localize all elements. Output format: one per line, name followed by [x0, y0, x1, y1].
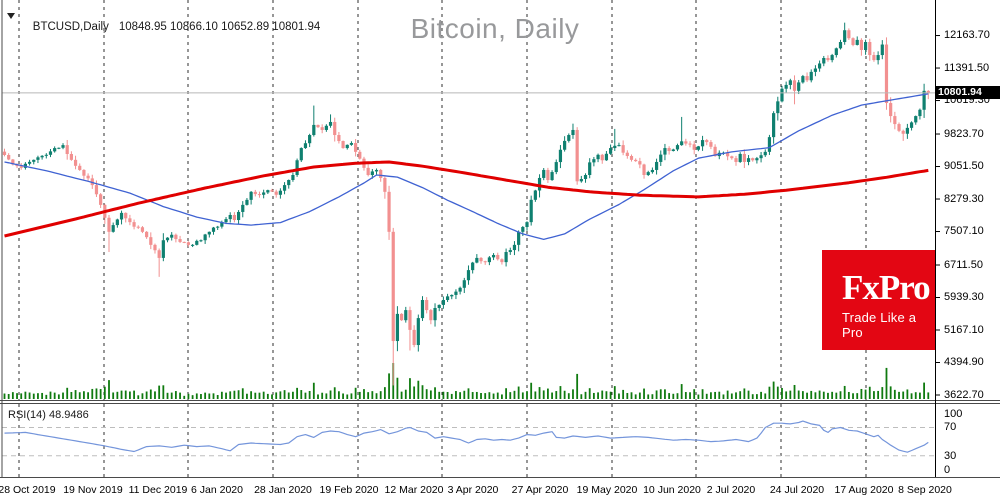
rsi-scale-label: 70 — [944, 421, 957, 434]
y-axis-label: 9823.70 — [944, 127, 984, 140]
rsi-scale-label: 0 — [944, 464, 951, 476]
x-axis-label: 19 Feb 2020 — [319, 484, 379, 496]
rsi-pane — [2, 420, 935, 457]
candles-layer — [2, 22, 930, 386]
rsi-indicator-label: RSI(14) 48.9486 — [8, 409, 89, 421]
ohlc-values: 10848.95 10866.10 10652.89 10801.94 — [118, 21, 321, 33]
y-axis-label: 4394.90 — [944, 356, 984, 368]
symbol-dropdown-icon[interactable] — [7, 13, 15, 19]
x-axis-label: 17 Aug 2020 — [834, 484, 894, 496]
x-axis-label: 19 May 2020 — [576, 484, 638, 496]
rsi-scale-label: 100 — [944, 408, 963, 420]
y-axis-label: 12163.70 — [944, 29, 990, 42]
rsi-scale-label: 30 — [944, 449, 957, 462]
x-axis-label: 11 Dec 2019 — [128, 484, 188, 496]
ma-fast-line — [4, 93, 929, 241]
borders-layer — [0, 0, 1000, 478]
y-axis-label: 11391.50 — [944, 61, 990, 74]
symbol-name: BTCUSD,Daily — [32, 21, 109, 33]
y-axis-label: 9051.50 — [944, 160, 984, 173]
rsi-name: RSI(14) — [8, 409, 46, 421]
symbol-info-bar: BTCUSD,Daily 10848.95 10866.10 10652.89 1… — [20, 9, 321, 45]
grid-layer — [18, 0, 867, 477]
x-axis-label: 3 Apr 2020 — [447, 484, 499, 496]
y-axis-label: 7507.10 — [944, 225, 984, 238]
volume-layer — [3, 363, 930, 399]
chart-watermark-title: Bitcoin, Daily — [410, 13, 580, 44]
fxpro-brand-text: FxPro — [842, 268, 931, 307]
y-axis-label: 8279.30 — [944, 192, 984, 205]
x-axis-label: 28 Oct 2019 — [0, 484, 56, 496]
y-axis-label: 6711.50 — [944, 258, 983, 271]
x-axis-label: 24 Jul 2020 — [769, 484, 825, 496]
rsi-value: 48.9486 — [48, 409, 89, 421]
y-axis-label: 5167.10 — [944, 323, 984, 336]
y-axis-label: 5939.30 — [944, 291, 984, 303]
x-axis-label: 28 Jan 2020 — [254, 484, 312, 496]
fxpro-logo: FxPro Trade Like a Pro — [822, 250, 935, 350]
x-axis-label: 27 Apr 2020 — [511, 484, 569, 496]
x-axis-label: 12 Mar 2020 — [384, 484, 444, 496]
x-axis-label: 19 Nov 2019 — [63, 484, 123, 496]
fxpro-tagline-text: Trade Like a Pro — [842, 310, 917, 340]
ma-slow-line — [4, 160, 929, 238]
rsi-line — [4, 420, 929, 453]
current-price-tag: 10801.94 — [936, 86, 1000, 100]
x-axis-label: 2 Jul 2020 — [706, 484, 756, 496]
x-axis-label: 10 Jun 2020 — [643, 484, 701, 496]
y-axis-label: 3622.70 — [944, 388, 984, 401]
x-axis-label: 8 Sep 2020 — [898, 484, 952, 496]
x-axis-label: 6 Jan 2020 — [191, 484, 243, 496]
